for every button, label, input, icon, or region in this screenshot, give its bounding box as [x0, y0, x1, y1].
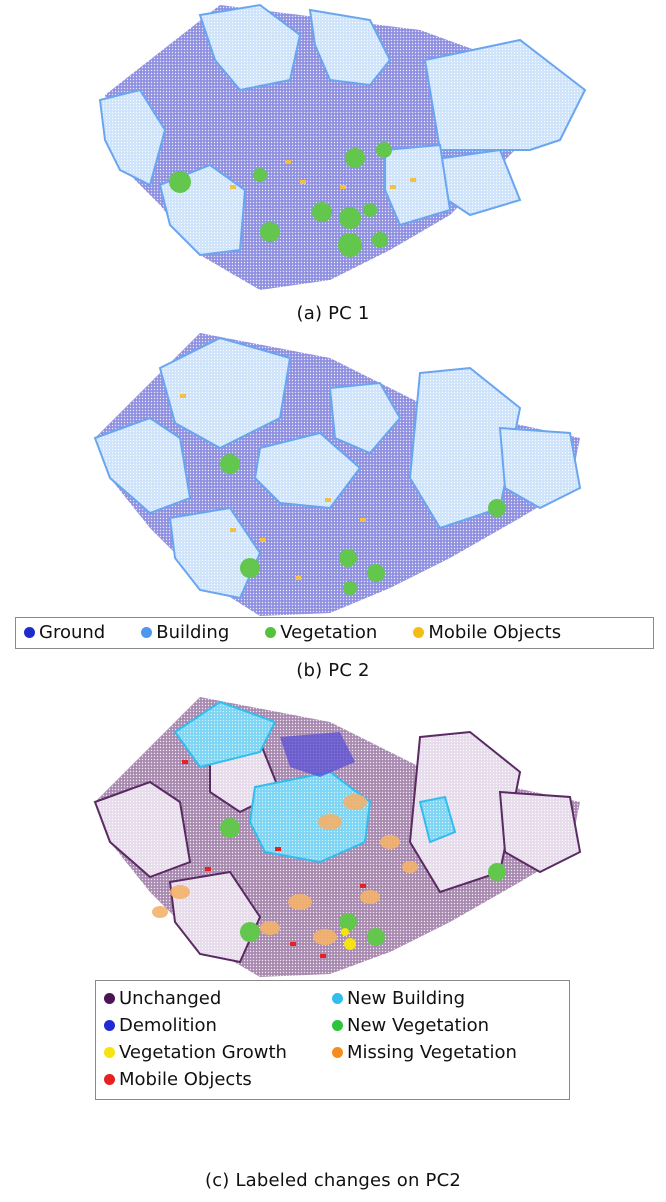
legend-item-missing-vegetation: Missing Vegetation	[332, 1042, 536, 1063]
ground-swatch	[24, 626, 35, 638]
legend-item-mobile-objects: Mobile Objects	[413, 622, 561, 643]
building-swatch	[141, 626, 153, 638]
legend-item-demolition: Demolition	[104, 1015, 296, 1036]
legend-item-mobile-objects: Mobile Objects	[104, 1069, 296, 1090]
buildings	[93, 336, 582, 600]
legend-pc2: Ground Building Vegetation Mobile Object…	[15, 617, 654, 649]
legend-changes: Unchanged New Building Demolition New Ve…	[95, 980, 570, 1100]
demolition-swatch	[104, 1020, 115, 1031]
legend-item-ground: Ground	[24, 622, 105, 643]
caption-b: (b) PC 2	[296, 660, 370, 681]
mobile-objects	[182, 760, 366, 958]
mobile-objects	[230, 160, 416, 189]
point-cloud-changes	[93, 697, 582, 977]
missing-vegetation	[152, 794, 418, 945]
legend-label: Missing Vegetation	[347, 1042, 517, 1063]
mobile-objects	[180, 394, 366, 580]
point-cloud-pc1	[98, 3, 587, 290]
panel-a	[0, 0, 666, 300]
mobile-objects-swatch	[104, 1074, 115, 1085]
missing-vegetation-swatch	[332, 1047, 343, 1058]
unchanged-swatch	[104, 993, 115, 1004]
panel-c	[0, 692, 666, 977]
legend-item-new-building: New Building	[332, 988, 536, 1009]
legend-label: Vegetation	[280, 621, 378, 643]
legend-label: Ground	[39, 621, 106, 643]
legend-label: Demolition	[119, 1015, 217, 1036]
legend-label: Mobile Objects	[119, 1069, 252, 1090]
vegetation-growth	[341, 928, 356, 950]
panel-b	[0, 328, 666, 618]
legend-item-new-vegetation: New Vegetation	[332, 1015, 536, 1036]
legend-item-vegetation: Vegetation	[265, 622, 377, 643]
legend-item-unchanged: Unchanged	[104, 988, 296, 1009]
vegetation-growth-swatch	[104, 1047, 115, 1058]
vegetation	[169, 142, 392, 257]
vegetation-swatch	[265, 626, 277, 638]
legend-item-building: Building	[141, 622, 229, 643]
new-buildings	[173, 700, 457, 864]
vegetation	[220, 454, 506, 595]
legend-label: New Vegetation	[347, 1015, 490, 1036]
legend-item-vegetation-growth: Vegetation Growth	[104, 1042, 296, 1063]
legend-label: Unchanged	[119, 988, 222, 1009]
legend-label: Building	[156, 621, 230, 643]
legend-label: Mobile Objects	[428, 621, 562, 643]
mobile-objects-swatch	[413, 626, 425, 638]
new-building-swatch	[332, 993, 343, 1004]
new-vegetation-swatch	[332, 1020, 343, 1031]
legend-label: New Building	[347, 988, 466, 1009]
legend-label: Vegetation Growth	[119, 1042, 287, 1063]
new-vegetation	[220, 818, 506, 946]
caption-c: (c) Labeled changes on PC2	[204, 1170, 461, 1191]
demolition-area	[280, 732, 355, 777]
caption-a: (a) PC 1	[296, 303, 370, 324]
point-cloud-pc2	[93, 333, 582, 616]
